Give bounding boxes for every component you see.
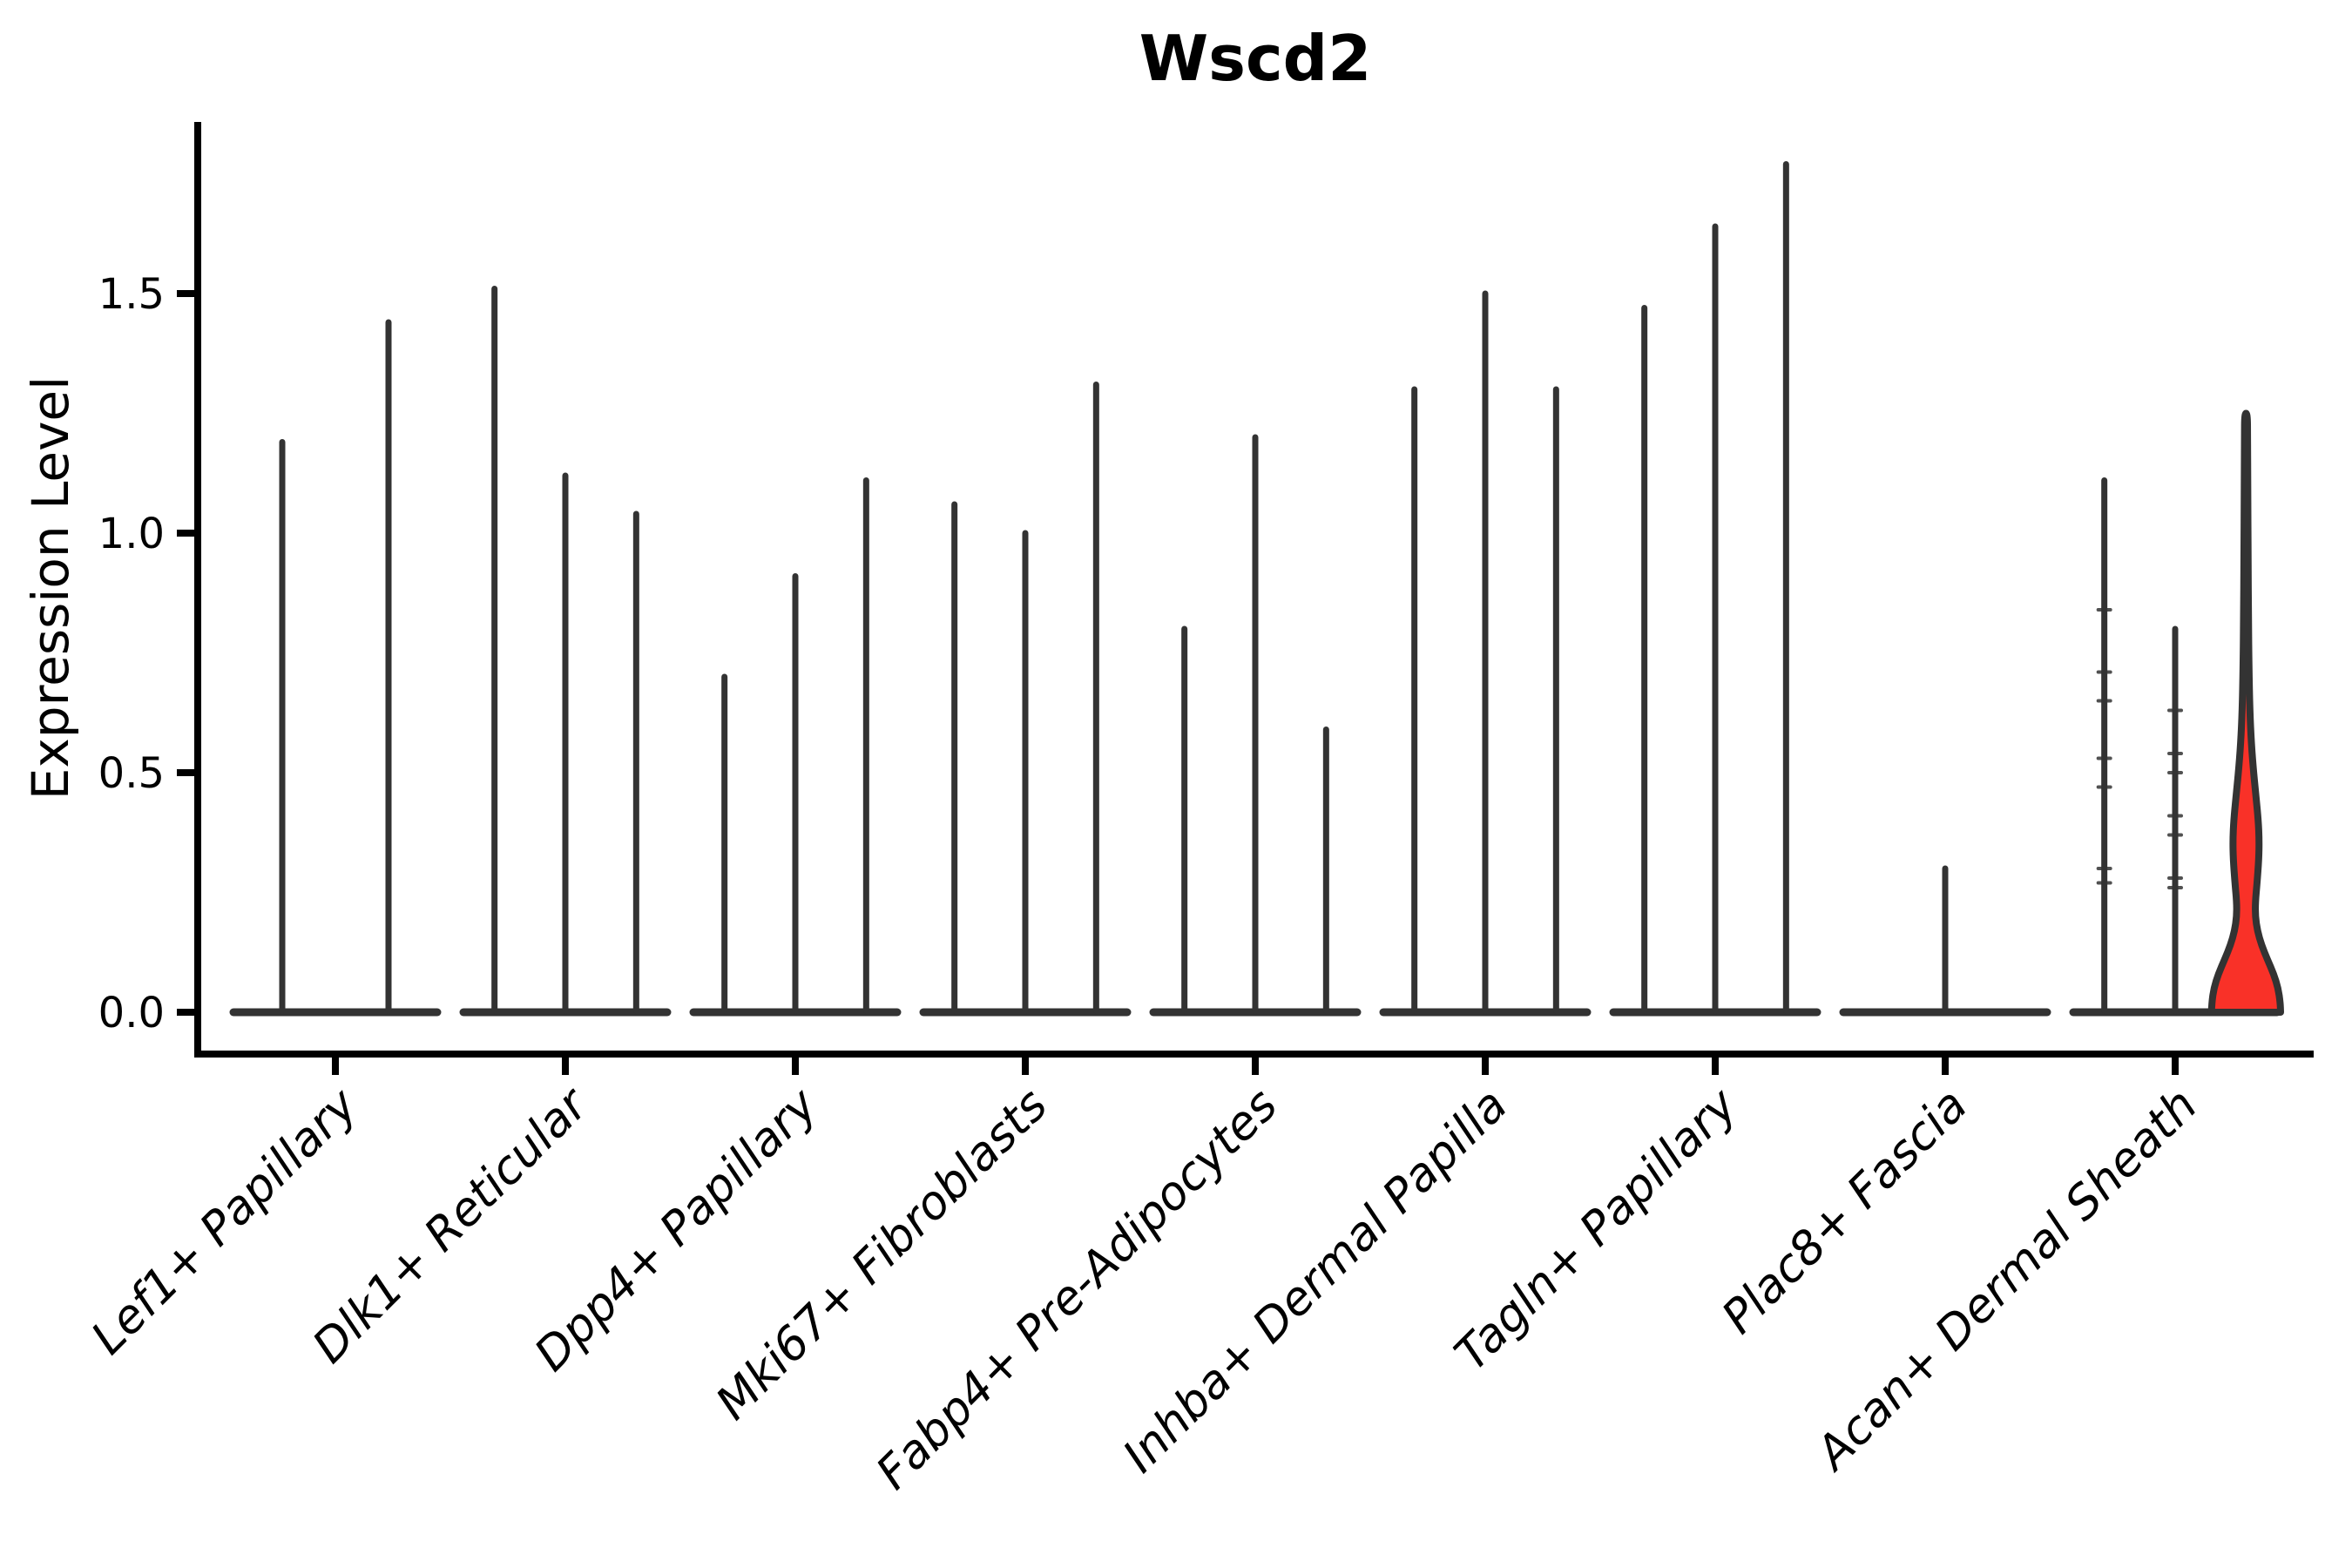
axes-layer: 0.0 0.5 1.0 1.5: [98, 122, 2314, 1075]
violins-layer: [229, 161, 2284, 1017]
axes-spines: [194, 122, 2314, 1058]
y-tick-label: 1.5: [98, 270, 165, 319]
y-tick-label: 0.5: [98, 749, 165, 798]
x-category-label: Inhba+ Dermal Papilla: [1113, 1078, 1517, 1483]
y-tick-label: 0.0: [98, 989, 165, 1037]
x-category-label: Fabp4+ Pre-Adipocytes: [867, 1078, 1288, 1500]
chart-title: Wscd2: [1139, 22, 1372, 95]
x-category-label: Plac8+ Fascia: [1712, 1078, 1977, 1344]
highlighted-violin: [2207, 409, 2284, 1016]
y-axis-label: Expression Level: [21, 376, 80, 800]
y-tick-label: 1.0: [98, 510, 165, 558]
x-category-label: Acan+ Dermal Sheath: [1805, 1078, 2208, 1482]
